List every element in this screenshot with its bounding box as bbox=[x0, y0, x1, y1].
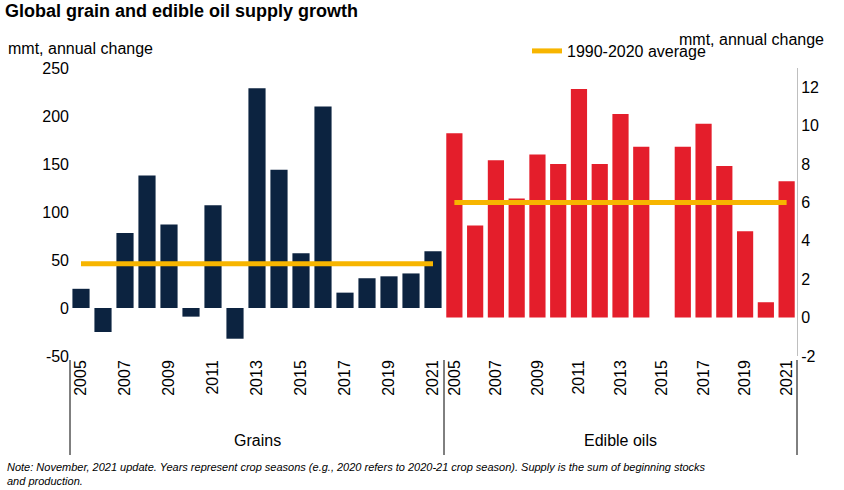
svg-text:2021: 2021 bbox=[424, 360, 441, 396]
svg-text:Global grain and edible oil su: Global grain and edible oil supply growt… bbox=[5, 1, 358, 21]
svg-text:2005: 2005 bbox=[72, 360, 89, 396]
svg-text:200: 200 bbox=[42, 108, 69, 125]
svg-text:12: 12 bbox=[801, 79, 819, 96]
svg-text:Grains: Grains bbox=[234, 432, 281, 449]
svg-text:-50: -50 bbox=[46, 348, 69, 365]
svg-text:Note: November, 2021 update. Y: Note: November, 2021 update. Years repre… bbox=[7, 461, 706, 487]
svg-text:1990-2020 average: 1990-2020 average bbox=[567, 43, 706, 60]
svg-text:Edible oils: Edible oils bbox=[584, 432, 657, 449]
svg-text:2007: 2007 bbox=[116, 360, 133, 396]
svg-text:2017: 2017 bbox=[695, 360, 712, 396]
svg-text:2: 2 bbox=[801, 271, 810, 288]
svg-text:2013: 2013 bbox=[612, 360, 629, 396]
svg-text:0: 0 bbox=[801, 309, 810, 326]
svg-text:150: 150 bbox=[42, 156, 69, 173]
svg-text:2013: 2013 bbox=[248, 360, 265, 396]
svg-text:8: 8 bbox=[801, 156, 810, 173]
svg-text:2011: 2011 bbox=[204, 360, 221, 395]
svg-text:4: 4 bbox=[801, 232, 810, 249]
svg-text:2015: 2015 bbox=[292, 360, 309, 396]
svg-text:0: 0 bbox=[60, 300, 69, 317]
svg-text:50: 50 bbox=[51, 252, 69, 269]
svg-text:2007: 2007 bbox=[487, 360, 504, 396]
svg-text:mmt, annual change: mmt, annual change bbox=[679, 31, 824, 48]
svg-text:2015: 2015 bbox=[653, 360, 670, 396]
svg-text:10: 10 bbox=[801, 117, 819, 134]
svg-text:250: 250 bbox=[42, 60, 69, 77]
svg-text:2005: 2005 bbox=[446, 360, 463, 396]
svg-text:2019: 2019 bbox=[736, 360, 753, 396]
svg-text:2011: 2011 bbox=[570, 360, 587, 395]
svg-text:2009: 2009 bbox=[529, 360, 546, 396]
svg-text:2009: 2009 bbox=[160, 360, 177, 396]
svg-text:2017: 2017 bbox=[336, 360, 353, 396]
svg-text:6: 6 bbox=[801, 194, 810, 211]
svg-text:-2: -2 bbox=[801, 348, 815, 365]
svg-text:mmt, annual change: mmt, annual change bbox=[8, 40, 153, 57]
svg-text:100: 100 bbox=[42, 204, 69, 221]
svg-text:2019: 2019 bbox=[380, 360, 397, 396]
svg-text:2021: 2021 bbox=[778, 360, 795, 396]
